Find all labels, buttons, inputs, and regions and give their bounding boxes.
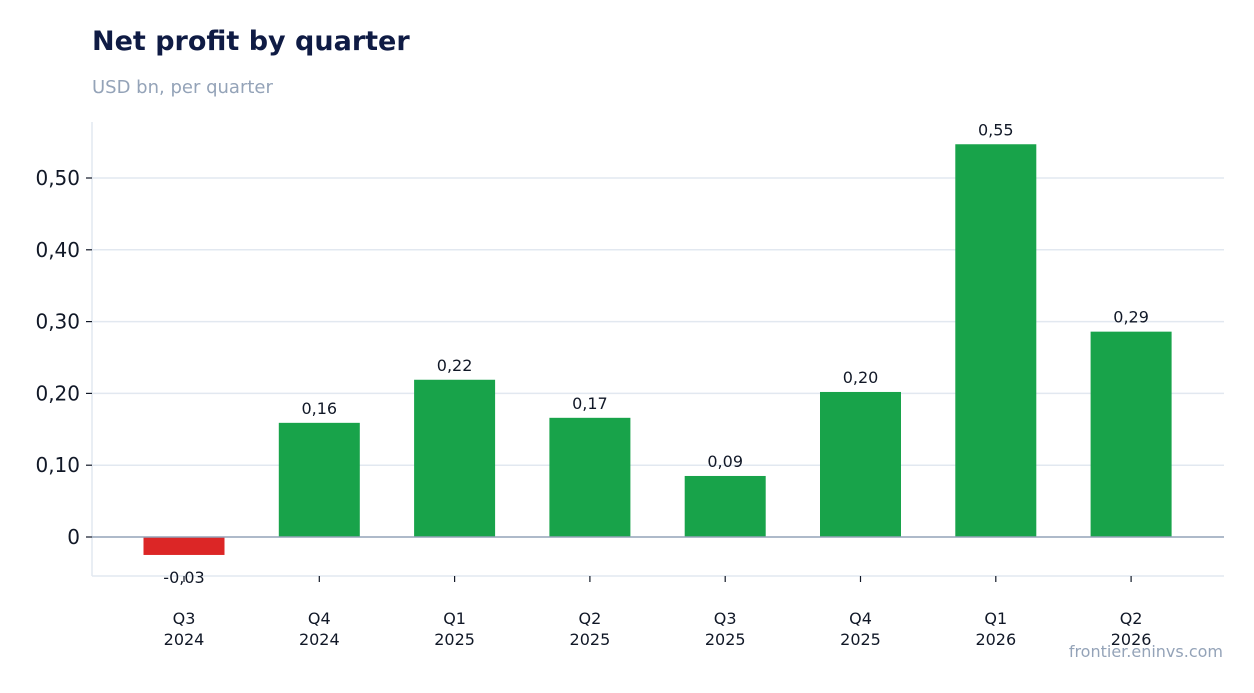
x-tick-label-year: 2026: [1111, 630, 1152, 649]
x-tick-label-year: 2025: [705, 630, 746, 649]
x-tick-label-year: 2024: [164, 630, 205, 649]
x-tick-label-quarter: Q1: [443, 609, 466, 628]
x-tick-label-quarter: Q1: [984, 609, 1007, 628]
x-tick-label-quarter: Q2: [1120, 609, 1143, 628]
y-tick-label: 0,50: [35, 166, 80, 190]
bar: [955, 144, 1037, 537]
y-tick-label: 0,40: [35, 238, 80, 262]
bar: [143, 537, 225, 555]
y-tick-label: 0,20: [35, 381, 80, 405]
data-label: 0,09: [707, 452, 743, 471]
bar: [414, 379, 496, 537]
x-tick-label-year: 2025: [434, 630, 475, 649]
x-tick-label-year: 2025: [840, 630, 881, 649]
x-tick-label-year: 2025: [570, 630, 611, 649]
chart-title: Net profit by quarter: [92, 26, 410, 57]
chart-subtitle: USD bn, per quarter: [92, 77, 273, 98]
x-tick-label-quarter: Q4: [849, 609, 872, 628]
x-tick-label-quarter: Q3: [714, 609, 737, 628]
bar: [278, 422, 360, 537]
bar: [684, 475, 766, 537]
x-tick-label-quarter: Q2: [579, 609, 602, 628]
data-label: 0,16: [301, 399, 337, 418]
x-tick-label-year: 2024: [299, 630, 340, 649]
y-tick-label: 0,30: [35, 310, 80, 334]
bar: [549, 417, 631, 537]
bar: [1090, 331, 1172, 537]
data-label: 0,29: [1113, 308, 1149, 327]
x-tick-label-quarter: Q4: [308, 609, 331, 628]
data-label: 0,17: [572, 394, 608, 413]
data-label: 0,55: [978, 120, 1014, 139]
x-tick-label-year: 2026: [975, 630, 1016, 649]
x-tick-label-quarter: Q3: [173, 609, 196, 628]
bar: [820, 391, 901, 537]
data-label: 0,22: [437, 356, 473, 375]
source-credit: frontier.eninvs.com: [1068, 642, 1223, 661]
y-tick-label: 0: [67, 525, 80, 549]
y-tick-label: 0,10: [35, 453, 80, 477]
data-label: 0,20: [843, 368, 879, 387]
